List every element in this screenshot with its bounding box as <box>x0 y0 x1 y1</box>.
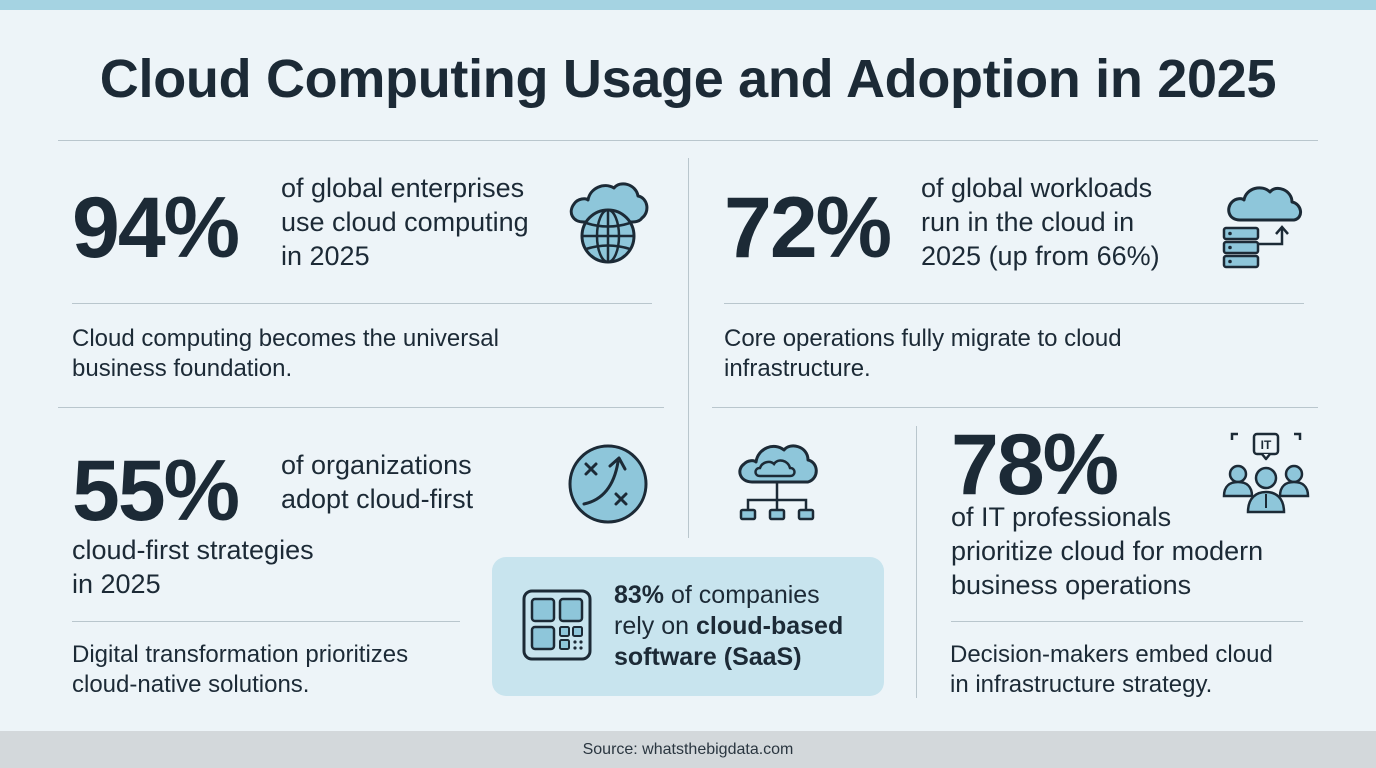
source-footer: Source: whatsthebigdata.com <box>0 731 1376 768</box>
stat-text-line: of global workloads <box>921 173 1153 203</box>
saas-value: 83% <box>614 581 665 609</box>
stat-cloud-first-text: of organizations adopt cloud-first <box>281 448 473 516</box>
top-accent-bar <box>0 0 1376 10</box>
note-line: infrastructure. <box>724 355 871 382</box>
stat-enterprises-value: 94% <box>72 180 240 276</box>
stat-text-line: use cloud computing <box>281 207 529 237</box>
stat-text-line: 2025 (up from 66%) <box>921 241 1160 271</box>
saas-callout-text: 83% of companies rely on cloud-based sof… <box>614 580 876 673</box>
section-divider <box>724 303 1304 304</box>
section-divider <box>72 303 652 304</box>
callout-text-part: rely on <box>614 612 696 640</box>
stat-text-line: in 2025 <box>72 569 161 599</box>
stat-text-line: prioritize cloud for modern <box>951 536 1264 566</box>
stat-workloads-value: 72% <box>724 180 892 276</box>
note-line: Decision-makers embed cloud <box>950 641 1273 668</box>
stat-text-line: cloud-first strategies <box>72 535 314 565</box>
stat-text-line: in 2025 <box>281 241 370 271</box>
callout-line: 83% of companies <box>614 580 876 611</box>
stat-cloud-first-value: 55% <box>72 443 240 539</box>
stat-workloads-text: of global workloads run in the cloud in … <box>921 171 1160 273</box>
stat-text-line: adopt cloud-first <box>281 484 474 514</box>
stat-text-line: of IT professionals <box>951 502 1172 532</box>
stat-it-pros-text: of IT professionals prioritize cloud for… <box>951 500 1263 602</box>
note-line: Core operations fully migrate to cloud <box>724 325 1122 352</box>
title-divider <box>58 140 1318 141</box>
strategy-arrow-icon <box>568 444 648 524</box>
stat-text-line: business operations <box>951 570 1192 600</box>
section-divider <box>72 621 460 622</box>
callout-text-part: of companies <box>664 581 820 609</box>
note-line: Cloud computing becomes the universal <box>72 325 499 352</box>
cloud-network-icon <box>738 444 818 521</box>
note-line: cloud-native solutions. <box>72 671 310 698</box>
stat-cloud-first-note: Digital transformation prioritizes cloud… <box>72 640 408 700</box>
column-divider <box>688 158 689 538</box>
app-grid-icon <box>522 589 592 661</box>
row-divider <box>712 407 1318 408</box>
callout-bold-part: cloud-based <box>695 612 844 640</box>
cloud-globe-icon <box>569 182 649 264</box>
row-divider <box>58 407 664 408</box>
note-line: Digital transformation prioritizes <box>72 641 409 668</box>
stat-workloads-note: Core operations fully migrate to cloud i… <box>724 324 1122 384</box>
stat-it-pros-value: 78% <box>951 417 1119 513</box>
stat-enterprises-note: Cloud computing becomes the universal bu… <box>72 324 499 384</box>
it-team-icon: IT <box>1222 432 1310 514</box>
stat-enterprises-text: of global enterprises use cloud computin… <box>281 171 529 273</box>
stat-it-pros-note: Decision-makers embed cloud in infrastru… <box>950 640 1273 700</box>
it-label: IT <box>1261 438 1272 452</box>
page-title: Cloud Computing Usage and Adoption in 20… <box>99 49 1277 109</box>
callout-bold-part: software (SaaS) <box>614 643 802 671</box>
stat-cloud-first-text-below: cloud-first strategies in 2025 <box>72 533 314 601</box>
section-divider <box>951 621 1303 622</box>
note-line: in infrastructure strategy. <box>950 671 1213 698</box>
note-line: business foundation. <box>72 355 293 382</box>
callout-line: software (SaaS) <box>614 642 876 673</box>
stat-text-line: of global enterprises <box>281 173 525 203</box>
stat-text-line: run in the cloud in <box>921 207 1135 237</box>
stat-text-line: of organizations <box>281 450 472 480</box>
callout-line: rely on cloud-based <box>614 611 876 642</box>
column-divider <box>916 426 917 698</box>
cloud-server-icon <box>1222 186 1302 269</box>
